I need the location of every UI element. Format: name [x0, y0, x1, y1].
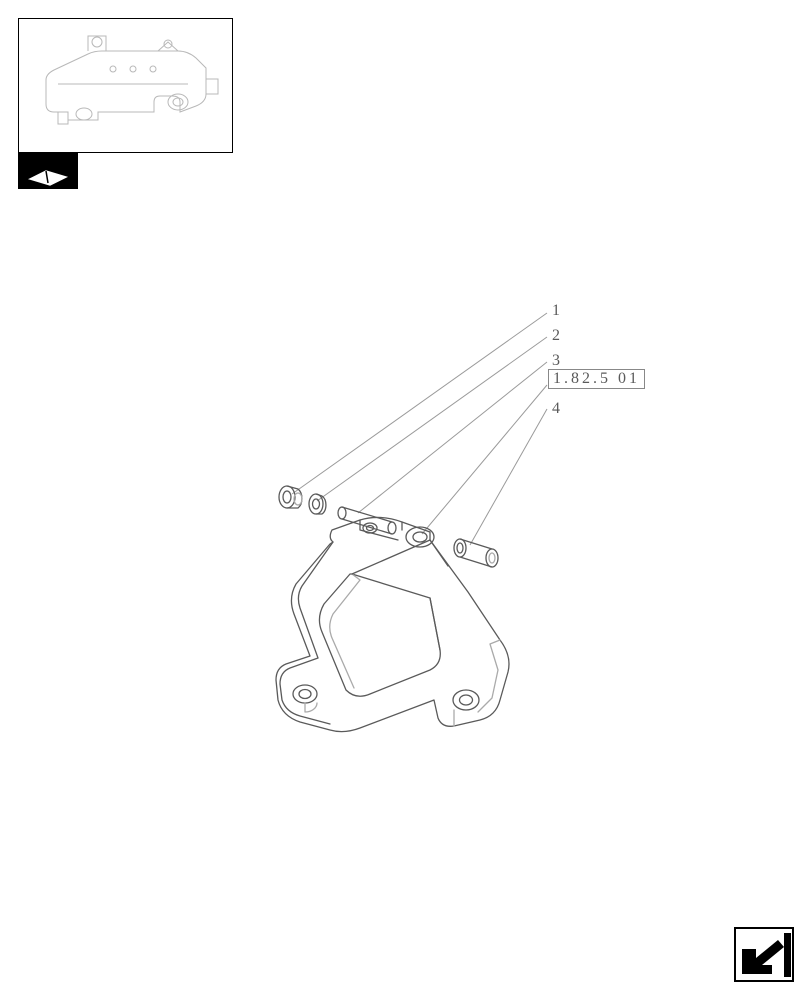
- part-4-sleeve: [454, 539, 498, 567]
- leader-line-1: [292, 313, 547, 494]
- callout-ref-box: 1.82.5 01: [548, 369, 645, 389]
- next-page-icon[interactable]: [734, 927, 794, 982]
- leader-line-3: [358, 362, 547, 513]
- main-diagram: [0, 0, 812, 1000]
- leader-line-4: [470, 409, 547, 545]
- part-1-bushing: [279, 486, 302, 508]
- part-2-washer: [309, 494, 326, 514]
- callout-2: 2: [552, 327, 560, 345]
- leader-line-2: [317, 337, 547, 501]
- callout-1: 1: [552, 302, 560, 320]
- leader-line-ref: [422, 385, 547, 534]
- callout-4: 4: [552, 400, 560, 418]
- bracket-body: [276, 517, 509, 731]
- callout-3: 3: [552, 352, 560, 370]
